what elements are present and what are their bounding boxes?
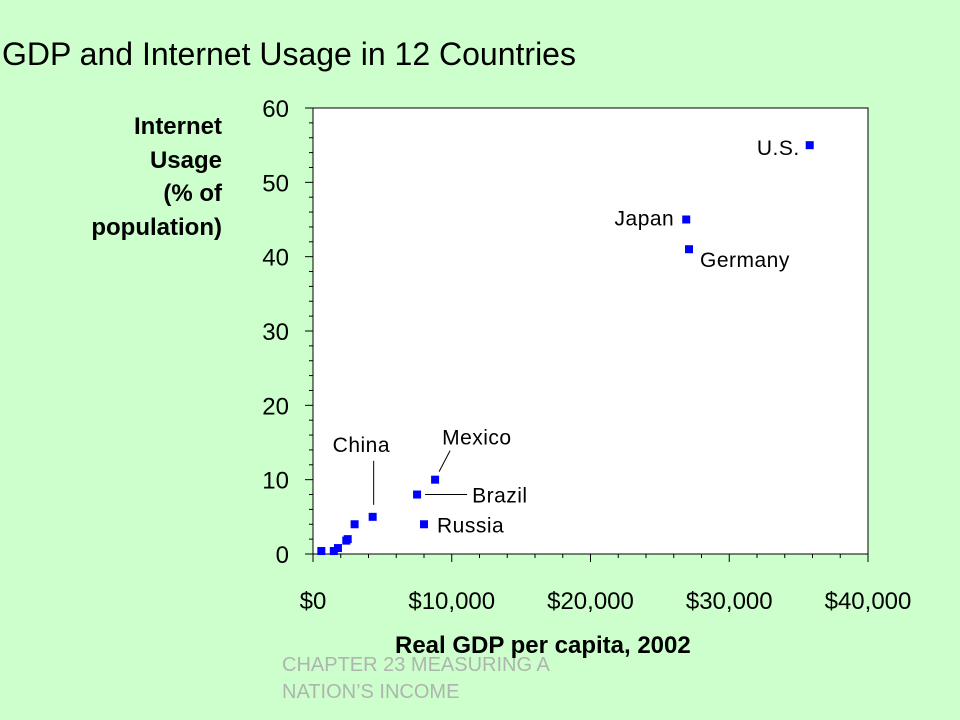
point-label: Japan: [615, 208, 675, 231]
callout-lines: [373, 450, 468, 505]
x-tick-label: $40,000: [825, 588, 912, 615]
data-point: [685, 245, 694, 254]
x-tick-label: $10,000: [408, 588, 495, 615]
data-point: [420, 520, 428, 529]
footer-line: CHAPTER 23 MEASURING A: [282, 654, 550, 676]
footer-line: NATION’S INCOME: [282, 681, 460, 703]
y-tick-label: 50: [262, 170, 289, 197]
y-axis-label-line: population): [91, 213, 222, 241]
point-labels: China Brazil Russia Mexico Japan Germany U.S.: [333, 137, 800, 537]
data-point: [350, 520, 359, 529]
y-tick-label: 20: [262, 393, 289, 420]
data-point: [682, 215, 691, 224]
callout-line: [438, 450, 451, 472]
data-point: [413, 490, 422, 499]
slide-title: GDP and Internet Usage in 12 Countries: [2, 36, 576, 72]
data-point: [329, 547, 338, 556]
y-axis-label-line: Usage: [149, 146, 222, 174]
x-tick-label: $30,000: [686, 588, 773, 615]
y-axis-label-line: Internet: [133, 113, 222, 140]
y-tick-label: 10: [262, 468, 289, 495]
point-label: China: [333, 434, 390, 457]
y-tick-label: 40: [262, 245, 289, 272]
data-point: [343, 535, 352, 544]
y-tick-label: 0: [276, 542, 289, 569]
point-label: Russia: [437, 514, 504, 537]
plot-area: [312, 107, 869, 555]
point-label: Mexico: [442, 427, 512, 450]
data-points: [317, 141, 814, 556]
point-label: U.S.: [757, 137, 800, 160]
data-point: [805, 141, 814, 150]
data-point: [333, 544, 342, 553]
y-axis-label: Internet Usage (% of population): [20, 110, 222, 244]
y-tick-label: 30: [262, 319, 289, 346]
x-axis-label: Real GDP per capita, 2002: [395, 632, 691, 659]
point-label: Brazil: [472, 485, 528, 508]
axes: 0 10 20 30 40 50 60 $0 $10,000 $20,000 $30,000 $40,…: [262, 96, 911, 615]
data-point: [368, 512, 377, 521]
x-tick-label: $0: [300, 588, 327, 615]
data-point: [431, 475, 440, 484]
footer: CHAPTER 23 MEASURING A NATION’S INCOME: [282, 652, 550, 706]
data-point: [317, 547, 326, 556]
y-axis-label-line: (% of: [163, 180, 222, 208]
y-tick-label: 60: [262, 96, 289, 123]
point-label: Germany: [700, 249, 790, 272]
x-tick-label: $20,000: [547, 588, 634, 615]
